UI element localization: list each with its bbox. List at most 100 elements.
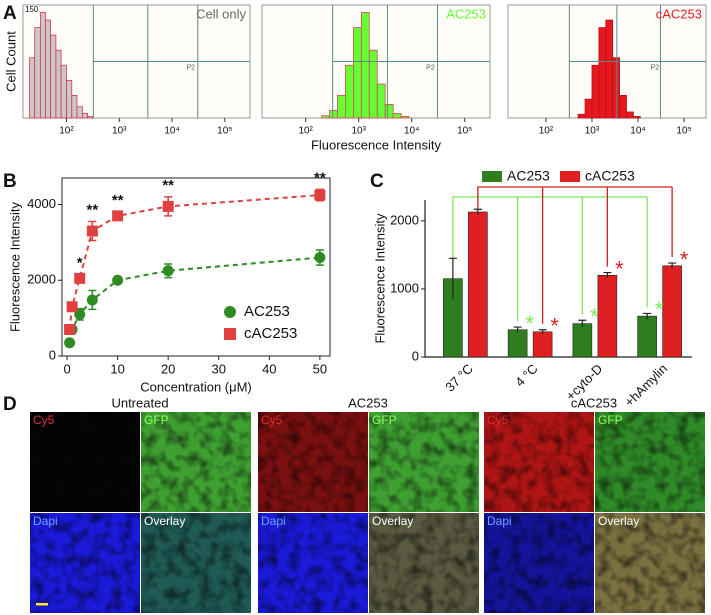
histogram-bar — [55, 49, 62, 119]
y-tick-label: 2000 — [390, 212, 419, 227]
histogram-bar — [81, 113, 88, 119]
histogram-bar — [29, 57, 36, 119]
histogram-bar — [337, 95, 346, 119]
error-bar — [473, 208, 482, 215]
channel-label: GFP — [144, 413, 169, 427]
bar — [637, 315, 657, 358]
histogram-bar — [400, 116, 410, 119]
error-bar — [603, 271, 612, 279]
gate-label: P2 — [186, 64, 195, 71]
histogram-bar — [626, 111, 634, 119]
x-axis-label: Fluorescence Intensity — [311, 137, 442, 152]
legend-marker — [560, 171, 580, 182]
histogram-bar — [66, 79, 73, 119]
x-tick-label: 0 — [63, 361, 70, 376]
gate-label: P2 — [651, 64, 660, 71]
x-tick-label: 4 °C — [512, 361, 541, 390]
channel-label: Cy5 — [487, 413, 509, 427]
group-title: cAC253 — [571, 395, 617, 410]
point — [162, 265, 174, 277]
histogram-bar — [321, 115, 330, 119]
point — [314, 189, 326, 201]
x-tick-label: 10⁴ — [404, 126, 419, 137]
x-tick-label: 10³ — [585, 126, 600, 137]
significance: * — [77, 255, 83, 272]
x-tick-label: 10³ — [112, 126, 127, 137]
significance: * — [680, 247, 689, 272]
channel-label: Overlay — [598, 514, 639, 528]
x-tick-label: 10⁵ — [217, 126, 232, 137]
x-tick-label: 30 — [212, 361, 226, 376]
bar — [662, 265, 682, 358]
legend-label: AC253 — [244, 303, 290, 320]
histogram-bar — [392, 113, 402, 119]
histogram-bar — [612, 57, 620, 119]
histogram-bar — [45, 19, 51, 119]
plot-frame — [61, 177, 331, 357]
histogram-label: AC253 — [446, 6, 486, 21]
point — [86, 294, 98, 306]
error-bar — [513, 326, 522, 333]
histogram-bar — [584, 98, 593, 119]
micrograph-texture — [258, 412, 368, 512]
error-bar — [668, 262, 677, 269]
x-tick-label: 10² — [539, 126, 554, 137]
histogram-bar — [598, 27, 607, 119]
x-axis-label: Concentration (μM) — [140, 379, 252, 394]
significance: * — [550, 314, 559, 339]
point — [112, 274, 124, 286]
micrograph-texture — [258, 513, 368, 613]
histogram-bar — [605, 19, 614, 119]
channel-label: Overlay — [372, 514, 413, 528]
histogram-bar — [329, 110, 338, 119]
channel-label: Cy5 — [261, 413, 283, 427]
histogram-bar — [34, 27, 41, 119]
histogram-bar — [632, 116, 641, 119]
y-tick-label: 1000 — [390, 280, 419, 295]
scale-bar — [36, 603, 48, 606]
channel-label: Dapi — [33, 514, 58, 528]
legend-label: cAC253 — [585, 168, 635, 184]
channel-label: Overlay — [144, 514, 185, 528]
histogram-bar — [345, 64, 354, 119]
bar — [507, 329, 528, 358]
x-tick-label: 10⁴ — [164, 126, 179, 137]
micrograph-texture — [484, 412, 594, 512]
x-tick-label: 10⁴ — [630, 126, 645, 137]
legend-label: cAC253 — [244, 325, 297, 342]
x-tick-label: 40 — [262, 361, 276, 376]
histogram-bar — [76, 106, 83, 119]
error-bar — [538, 329, 547, 334]
x-tick-label: 10² — [59, 126, 74, 137]
panel-letter: C — [370, 171, 384, 192]
histogram-bar — [87, 116, 94, 119]
significance: ** — [86, 202, 98, 219]
histogram-bar — [360, 12, 370, 119]
error-bar — [643, 312, 652, 319]
legend-marker — [224, 328, 236, 340]
histogram-bar — [368, 49, 378, 119]
point — [74, 272, 86, 284]
error-bar — [448, 257, 457, 300]
significance: * — [525, 311, 534, 336]
histogram-bar — [384, 104, 394, 119]
x-tick-label: 10² — [298, 126, 313, 137]
legend-marker — [224, 306, 236, 318]
panel-letter: D — [3, 394, 17, 415]
significance: ** — [162, 177, 174, 194]
panel-letter: A — [3, 3, 17, 24]
bar — [468, 211, 488, 358]
micrograph-texture — [369, 412, 479, 512]
point — [112, 210, 124, 222]
significance-bracket — [477, 186, 673, 324]
x-tick-label: 10⁵ — [676, 126, 691, 137]
significance: * — [590, 304, 599, 329]
histogram-bar — [619, 95, 627, 119]
panel-letter: B — [3, 171, 17, 192]
point — [66, 301, 78, 313]
micrograph-texture — [369, 513, 479, 613]
x-tick-label: 10⁵ — [457, 126, 472, 137]
histogram-label: cAC253 — [656, 6, 702, 21]
x-tick-label: 10³ — [351, 126, 366, 137]
